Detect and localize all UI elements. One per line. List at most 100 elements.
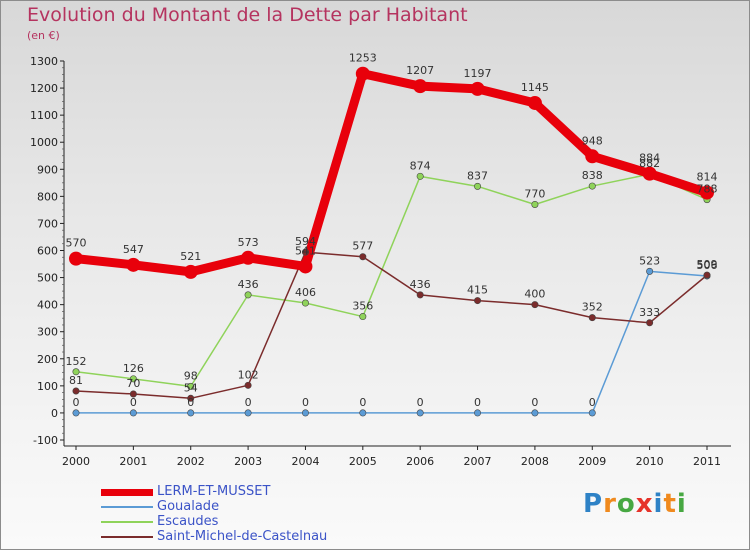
series-line: [75, 251, 708, 400]
data-label: 406: [295, 286, 316, 299]
data-point: [298, 259, 313, 274]
legend-item: Goualade: [101, 499, 401, 515]
data-label: 0: [417, 396, 424, 409]
data-label: 521: [180, 250, 201, 263]
legend-label: LERM-ET-MUSSET: [157, 484, 271, 499]
legend-item: Escaudes: [101, 514, 401, 530]
data-point: [244, 381, 252, 389]
data-point: [416, 409, 424, 417]
data-point: [301, 409, 309, 417]
data-point: [416, 291, 424, 299]
data-point: [359, 313, 367, 321]
data-point: [642, 166, 657, 181]
legend-label: Saint-Michel-de-Castelnau: [157, 529, 328, 544]
data-label: 126: [123, 362, 144, 375]
data-point: [531, 200, 539, 208]
chart-legend: LERM-ET-MUSSET Goualade Escaudes Saint-M…: [101, 484, 401, 545]
data-label: 1207: [406, 64, 434, 77]
data-point: [301, 299, 309, 307]
data-point: [413, 79, 428, 94]
data-label: 0: [359, 396, 366, 409]
data-point: [244, 291, 252, 299]
data-label: 70: [126, 377, 140, 390]
data-label: 506: [697, 259, 718, 272]
y-tick-label: -100: [33, 434, 58, 447]
data-label: 0: [130, 396, 137, 409]
data-label: 788: [697, 183, 718, 196]
data-point: [129, 409, 137, 417]
data-label: 0: [531, 396, 538, 409]
data-label: 573: [238, 236, 259, 249]
data-point: [359, 409, 367, 417]
data-label: 0: [302, 396, 309, 409]
data-point: [700, 185, 714, 200]
legend-swatch: [101, 536, 153, 538]
x-tick-label: 2005: [349, 455, 377, 468]
data-label: 547: [123, 243, 144, 256]
chart-unit-label: (en €): [27, 29, 60, 42]
data-point: [187, 409, 195, 417]
data-label: 0: [474, 396, 481, 409]
series-line: [75, 173, 708, 388]
data-point: [69, 251, 83, 266]
y-tick-label: 400: [37, 299, 58, 312]
data-label: 874: [410, 159, 431, 172]
data-label: 98: [184, 369, 198, 382]
legend-label: Goualade: [157, 499, 220, 514]
data-label: 415: [467, 284, 488, 297]
data-label: 333: [639, 306, 660, 319]
y-tick-label: 200: [37, 353, 58, 366]
chart-data-labels: 0 0 0 0 0 0 0 0 0 0 523 506 152 126 98 436 406 356 874 837 7…: [66, 52, 718, 409]
x-tick-label: 2006: [406, 455, 434, 468]
y-tick-label: 600: [37, 245, 58, 258]
y-tick-label: 1000: [30, 136, 58, 149]
data-label: 570: [66, 237, 87, 250]
x-tick-label: 2003: [234, 455, 262, 468]
data-point: [527, 95, 542, 110]
legend-label: Escaudes: [157, 514, 219, 529]
data-point: [183, 264, 198, 279]
y-tick-label: 900: [37, 163, 58, 176]
data-point: [355, 66, 370, 81]
data-label: 814: [697, 171, 718, 184]
data-label: 541: [295, 244, 316, 257]
data-label: 152: [66, 355, 87, 368]
x-tick-label: 2007: [464, 455, 492, 468]
chart-axes: -100010020030040050060070080090010001100…: [30, 55, 731, 468]
data-label: 1197: [464, 67, 492, 80]
y-tick-label: 100: [37, 380, 58, 393]
x-tick-label: 2011: [693, 455, 721, 468]
data-point: [703, 271, 711, 279]
data-label: 436: [238, 278, 259, 291]
data-label: 356: [352, 300, 373, 313]
y-tick-label: 700: [37, 217, 58, 230]
data-label: 1145: [521, 81, 549, 94]
data-label: 594: [295, 235, 316, 248]
data-point: [187, 382, 195, 390]
line-chart: -100010020030040050060070080090010001100…: [30, 52, 731, 468]
data-label: 948: [582, 134, 603, 147]
data-point: [72, 409, 80, 417]
data-point: [72, 387, 80, 395]
data-point: [646, 319, 654, 327]
data-label: 577: [352, 240, 373, 253]
y-tick-label: 0: [51, 407, 58, 420]
data-label: 436: [410, 278, 431, 291]
data-label: 838: [582, 169, 603, 182]
x-tick-label: 2002: [177, 455, 205, 468]
data-point: [244, 409, 252, 417]
data-point: [646, 267, 654, 275]
data-point: [416, 172, 424, 180]
legend-swatch: [101, 521, 153, 523]
data-label: 509: [697, 258, 718, 271]
data-point: [588, 314, 596, 322]
data-label: 884: [639, 152, 660, 165]
data-label: 54: [184, 381, 198, 394]
data-point: [301, 248, 309, 256]
data-label: 1253: [349, 52, 377, 65]
legend-swatch: [101, 506, 153, 508]
chart-data-points: [69, 66, 714, 417]
proxiti-logo: Proxiti: [583, 489, 687, 519]
data-label: 0: [73, 396, 80, 409]
data-point: [129, 390, 137, 398]
